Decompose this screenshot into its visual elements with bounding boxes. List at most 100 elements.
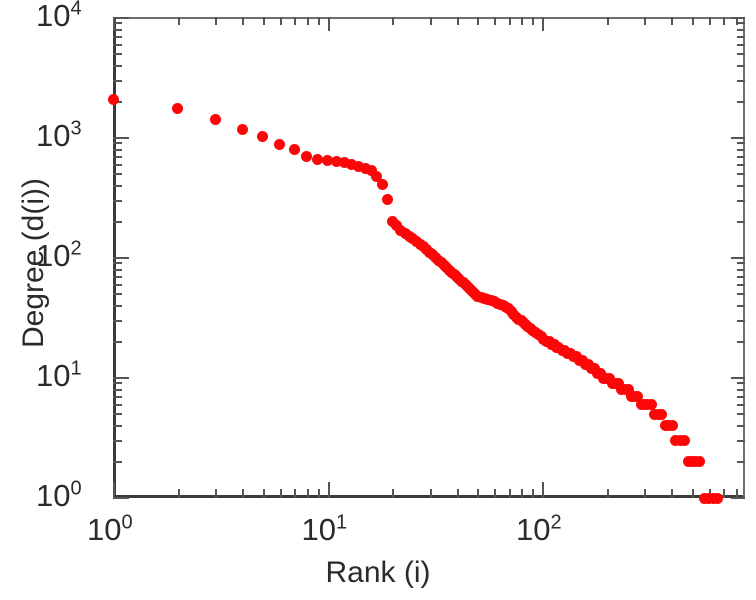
data-point: [338, 157, 350, 169]
y-tick-right-10: [731, 377, 745, 379]
x-tick-1: [113, 482, 115, 498]
y-tick-4: [113, 424, 122, 427]
y-tick-right-60: [737, 283, 745, 286]
x-tick-top-4: [242, 17, 245, 25]
x-tick-top-2: [177, 17, 180, 25]
y-tick-3: [113, 439, 122, 442]
data-point: [376, 178, 388, 190]
x-tick-3: [215, 489, 218, 498]
x-tick-90: [532, 489, 535, 498]
x-tick-top-800: [735, 17, 738, 25]
data-point: [346, 159, 358, 171]
y-tick-right-800: [737, 148, 745, 151]
x-tick-top-6: [279, 17, 282, 25]
y-tick-right-5000: [737, 53, 745, 56]
x-tick-top-70: [508, 17, 511, 25]
y-tick-right-3: [737, 439, 745, 442]
y-tick-50: [113, 293, 122, 296]
data-point: [172, 103, 184, 115]
y-tick-right-6000: [737, 43, 745, 46]
x-tick-top-200: [606, 17, 609, 25]
data-point: [365, 164, 377, 176]
y-axis-title: Degree (d(i)): [17, 177, 50, 349]
y-tick-right-3000: [737, 79, 745, 82]
top-axis-line: [113, 17, 745, 19]
y-tick-right-5: [737, 413, 745, 416]
data-point: [274, 139, 286, 151]
y-tick-right-2000: [737, 100, 745, 103]
y-tick-8000: [113, 28, 122, 31]
x-tick-4: [242, 489, 245, 498]
x-tick-7: [294, 489, 297, 498]
y-tick-30: [113, 319, 122, 322]
y-tick-right-70: [737, 275, 745, 278]
y-tick-right-500: [737, 173, 745, 176]
y-tick-right-30: [737, 319, 745, 322]
y-tick-300: [113, 199, 122, 202]
y-tick-right-1000: [731, 137, 745, 139]
x-tick-2: [177, 489, 180, 498]
y-tick-right-40: [737, 304, 745, 307]
data-point: [712, 492, 724, 504]
y-tick-right-2: [737, 460, 745, 463]
x-tick-top-80: [521, 17, 524, 25]
y-tick-5: [113, 413, 122, 416]
y-tick-4000: [113, 64, 122, 67]
y-tick-6000: [113, 43, 122, 46]
y-tick-6: [113, 403, 122, 406]
y-tick-1: [113, 497, 129, 499]
data-point: [371, 170, 383, 182]
x-tick-80: [521, 489, 524, 498]
x-tick-5: [262, 489, 265, 498]
y-tick-right-80: [737, 268, 745, 271]
x-tick-label-1: 100: [87, 511, 133, 547]
y-tick-label-10000: 104: [36, 0, 82, 33]
x-tick-70: [508, 489, 511, 498]
x-tick-50: [477, 489, 480, 498]
x-tick-6: [279, 489, 282, 498]
y-tick-right-9000: [737, 22, 745, 25]
y-tick-80: [113, 268, 122, 271]
x-tick-top-30: [429, 17, 432, 25]
y-tick-right-1: [731, 497, 745, 499]
y-tick-label-10: 101: [36, 357, 82, 393]
x-tick-top-9: [317, 17, 320, 25]
data-point: [359, 162, 371, 174]
data-point: [622, 384, 634, 396]
x-tick-top-10: [327, 17, 330, 31]
x-tick-top-40: [456, 17, 459, 25]
y-tick-right-900: [737, 142, 745, 145]
data-point: [209, 114, 221, 126]
x-tick-8: [306, 489, 309, 498]
y-tick-7: [113, 395, 122, 398]
y-tick-right-700: [737, 155, 745, 158]
y-tick-label-1: 100: [36, 477, 82, 513]
y-tick-right-600: [737, 163, 745, 166]
y-tick-90: [113, 262, 122, 265]
y-tick-5000: [113, 53, 122, 56]
y-tick-right-4000: [737, 64, 745, 67]
y-tick-right-7000: [737, 35, 745, 38]
x-tick-top-3: [215, 17, 218, 25]
x-tick-label-100: 102: [516, 511, 562, 547]
x-tick-top-400: [671, 17, 674, 25]
x-tick-9: [317, 489, 320, 498]
y-tick-right-10000: [731, 17, 745, 19]
data-point: [322, 154, 333, 166]
data-point: [107, 93, 119, 105]
y-tick-right-50: [737, 293, 745, 296]
x-tick-top-7: [294, 17, 297, 25]
x-tick-100: [542, 482, 544, 498]
y-tick-500: [113, 173, 122, 176]
y-tick-right-400: [737, 184, 745, 187]
y-tick-right-300: [737, 199, 745, 202]
data-point: [236, 123, 248, 135]
x-axis-title: Rank (i): [325, 556, 431, 589]
data-point: [257, 130, 269, 142]
x-tick-800: [735, 489, 738, 498]
y-tick-right-8: [737, 388, 745, 391]
data-point: [666, 420, 678, 432]
y-tick-right-7: [737, 395, 745, 398]
data-point: [288, 144, 300, 156]
